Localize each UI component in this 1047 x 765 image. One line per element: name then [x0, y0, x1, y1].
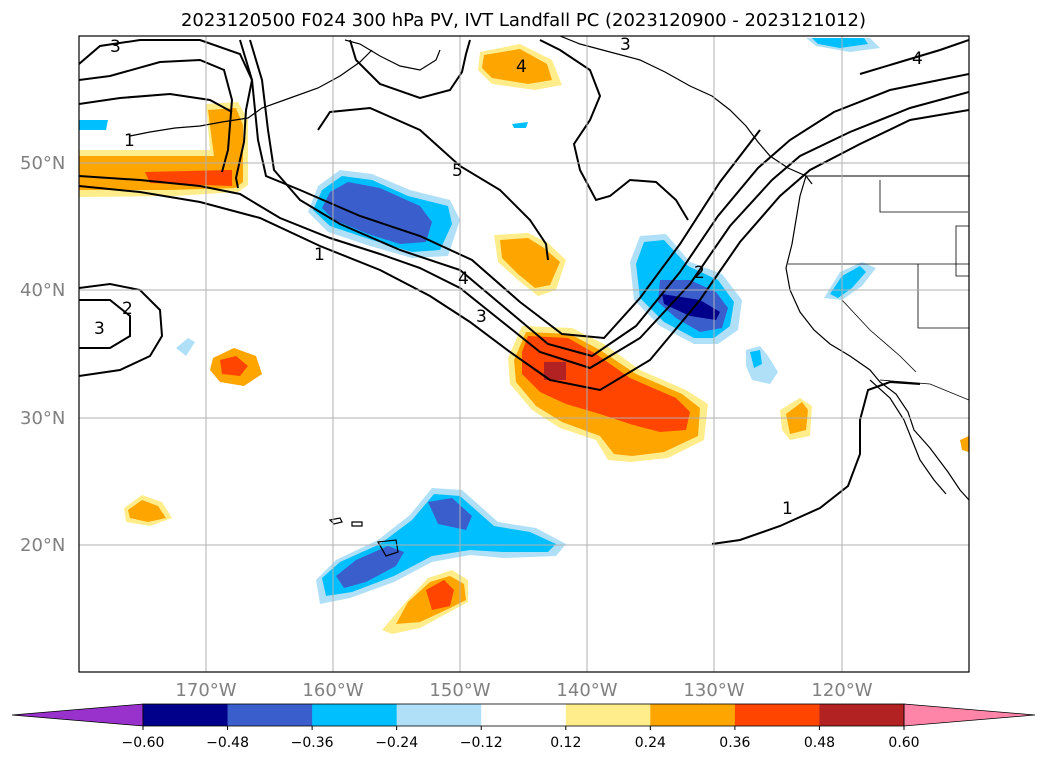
- contour-label: 2: [122, 299, 133, 319]
- contour-label: 1: [314, 245, 325, 265]
- colorbar-tick-label: 0.24: [635, 735, 666, 751]
- lat-label: 30°N: [20, 408, 65, 429]
- colorbar-tick-label: 0.60: [888, 735, 919, 751]
- lat-label: 40°N: [20, 280, 65, 301]
- longitude-labels: 170°W 160°W 150°W 140°W 130°W 120°W: [175, 680, 872, 701]
- colorbar: −0.60 −0.48 −0.36 −0.24 −0.12 0.12 0.24 0.36 0.4…: [11, 703, 1036, 751]
- contour-label: 4: [912, 49, 923, 69]
- colorbar-tick-label: −0.24: [375, 735, 418, 751]
- map-frame: [78, 35, 970, 673]
- colorbar-tick-label: −0.12: [460, 735, 503, 751]
- colorbar-extend-low: [11, 703, 144, 727]
- lat-label: 20°N: [20, 535, 65, 556]
- colorbar-segment: [396, 704, 482, 726]
- map-title: 2023120500 F024 300 hPa PV, IVT Landfall…: [180, 10, 867, 31]
- lon-label: 140°W: [556, 680, 617, 701]
- lon-label: 120°W: [811, 680, 872, 701]
- lon-label: 160°W: [302, 680, 363, 701]
- graticule: [79, 36, 969, 672]
- contour-label: 2: [694, 263, 705, 283]
- colorbar-tick-label: 0.48: [804, 735, 835, 751]
- latitude-labels: 20°N 30°N 40°N 50°N: [20, 153, 65, 556]
- contour-labels: 3 1 5 4 3 2 1 2 3 4 1 3 4: [94, 35, 923, 519]
- colorbar-tick-label: 0.36: [719, 735, 750, 751]
- colorbar-tick-label: 0.12: [550, 735, 581, 751]
- colorbar-segment: [227, 704, 313, 726]
- colorbar-tick-label: −0.60: [122, 735, 165, 751]
- pv-contours: [79, 39, 969, 545]
- colorbar-tick-label: −0.48: [206, 735, 249, 751]
- contour-label: 1: [124, 131, 135, 151]
- map-area: 3 1 5 4 3 2 1 2 3 4 1 3 4: [79, 35, 969, 672]
- colorbar-segment: [312, 704, 398, 726]
- contour-label: 4: [516, 57, 527, 77]
- contour-label: 3: [94, 319, 105, 339]
- lon-label: 130°W: [683, 680, 744, 701]
- colorbar-segment: [481, 704, 567, 726]
- colorbar-segment: [819, 704, 905, 726]
- colorbar-frame: [142, 703, 905, 727]
- contour-label: 5: [452, 161, 463, 181]
- colorbar-segment: [565, 704, 651, 726]
- lat-label: 50°N: [20, 153, 65, 174]
- colorbar-tick-label: −0.36: [291, 735, 334, 751]
- colorbar-segment: [734, 704, 820, 726]
- colorbar-segment: [650, 704, 736, 726]
- contour-label: 4: [458, 269, 469, 289]
- lon-label: 170°W: [175, 680, 236, 701]
- contour-label: 3: [620, 35, 631, 55]
- contour-label: 3: [110, 37, 121, 57]
- colorbar-segment: [143, 704, 229, 726]
- lon-label: 150°W: [429, 680, 490, 701]
- contour-label: 3: [476, 307, 487, 327]
- colorbar-extend-high: [903, 703, 1036, 727]
- contour-label: 1: [782, 499, 793, 519]
